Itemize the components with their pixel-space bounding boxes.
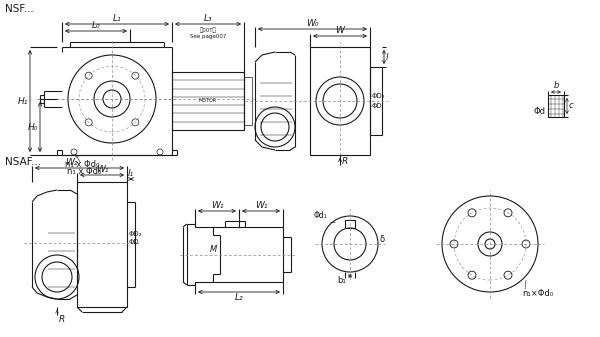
Text: l₁: l₁: [128, 169, 134, 178]
Text: W₁: W₁: [255, 201, 267, 210]
Text: L₃: L₃: [203, 14, 212, 23]
Text: W₂: W₂: [65, 158, 78, 167]
Bar: [345, 220, 355, 228]
Bar: [548, 95, 564, 117]
Text: b: b: [553, 81, 559, 90]
Bar: [244, 77, 252, 125]
Text: W₁: W₁: [96, 165, 108, 174]
Text: M: M: [209, 245, 217, 254]
Text: n₁ x Φd₀: n₁ x Φd₀: [67, 167, 101, 176]
Text: δ: δ: [380, 235, 385, 244]
Text: L₀: L₀: [92, 21, 100, 30]
Text: H₁: H₁: [17, 96, 28, 105]
Text: c: c: [569, 101, 574, 111]
Bar: [370, 67, 382, 135]
Text: Φd₁: Φd₁: [314, 212, 328, 220]
Text: See page007: See page007: [190, 34, 226, 39]
Text: H₀: H₀: [28, 123, 38, 131]
Text: ΦD₂: ΦD₂: [129, 232, 143, 238]
Text: Φd: Φd: [534, 106, 546, 116]
Text: n₁ x Φd₀: n₁ x Φd₀: [65, 160, 100, 169]
Text: ΦD₂: ΦD₂: [372, 93, 386, 99]
Text: l: l: [386, 53, 389, 61]
Text: L₁: L₁: [113, 14, 121, 23]
Text: MOTOR: MOTOR: [199, 98, 217, 103]
Text: R: R: [59, 314, 65, 324]
Bar: [77, 182, 127, 307]
Text: 见00T页: 见00T页: [200, 27, 217, 33]
Text: R: R: [342, 157, 348, 166]
Text: NSF...: NSF...: [5, 4, 34, 14]
Bar: [172, 72, 244, 130]
Text: W₁: W₁: [211, 201, 223, 210]
Text: ΦD: ΦD: [372, 103, 383, 109]
Bar: [310, 47, 370, 155]
Text: n₁×Φd₀: n₁×Φd₀: [522, 289, 553, 299]
Text: b₁: b₁: [338, 276, 346, 285]
Text: L₂: L₂: [235, 293, 244, 302]
Text: W₀: W₀: [306, 19, 319, 28]
Text: W: W: [335, 26, 344, 35]
Text: ΦD: ΦD: [129, 240, 140, 245]
Text: NSAF...: NSAF...: [5, 157, 41, 167]
